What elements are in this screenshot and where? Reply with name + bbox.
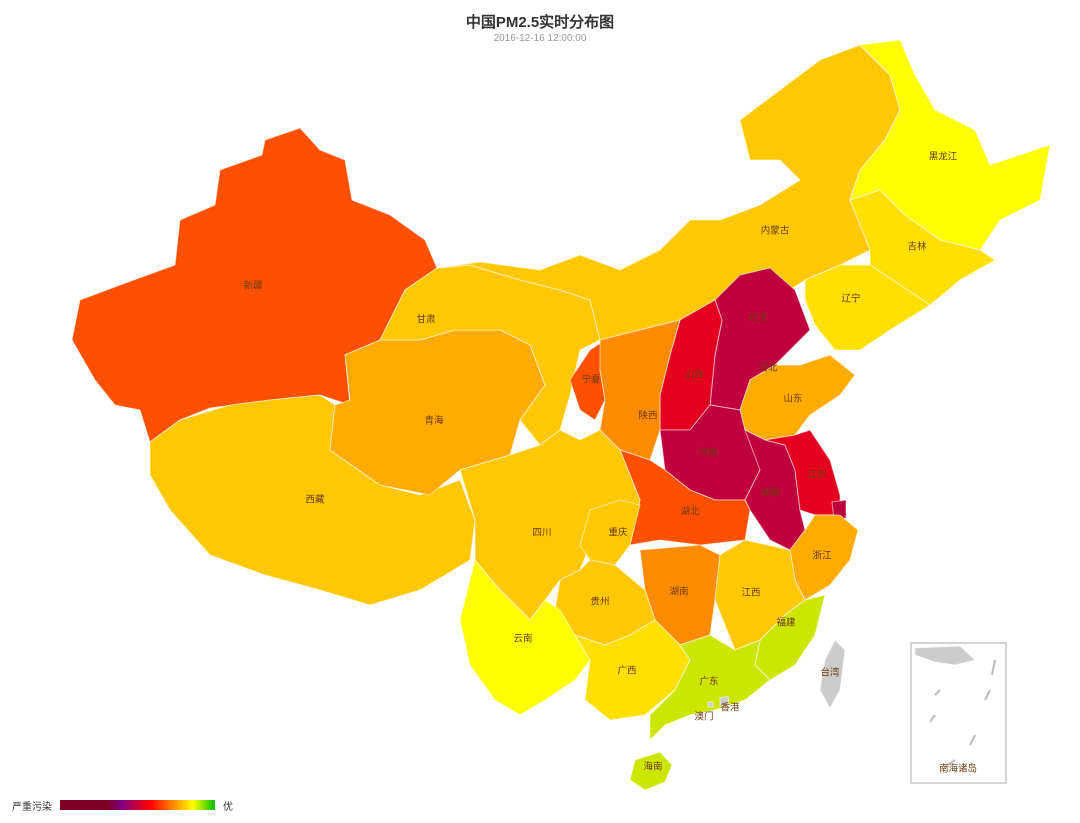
province-hongkong[interactable]	[719, 695, 730, 707]
province-xizang[interactable]	[149, 394, 476, 606]
south-china-sea-inset: 南海诸岛	[910, 642, 1007, 784]
province-macau[interactable]	[707, 701, 714, 708]
province-guangdong[interactable]	[649, 634, 771, 742]
province-shaanxi[interactable]	[599, 319, 681, 461]
inset-island-marks	[929, 659, 996, 768]
legend-low-label: 优	[223, 801, 233, 813]
map-subtitle: 2016-12-16 12:00:00	[493, 33, 587, 44]
province-chongqing[interactable]	[579, 499, 641, 566]
legend: 严重污染 优	[12, 799, 233, 813]
map-title: 中国PM2.5实时分布图	[465, 14, 615, 31]
inset-frame	[910, 642, 1007, 784]
province-jilin[interactable]	[849, 189, 996, 306]
province-taiwan[interactable]	[819, 639, 846, 710]
province-hainan[interactable]	[629, 751, 673, 791]
province-yunnan[interactable]	[459, 558, 591, 716]
province-liaoning[interactable]	[804, 264, 931, 351]
south-china-sea-islands-shape[interactable]	[914, 645, 977, 666]
legend-color-bar[interactable]	[60, 800, 215, 810]
legend-high-label: 严重污染	[12, 801, 52, 813]
